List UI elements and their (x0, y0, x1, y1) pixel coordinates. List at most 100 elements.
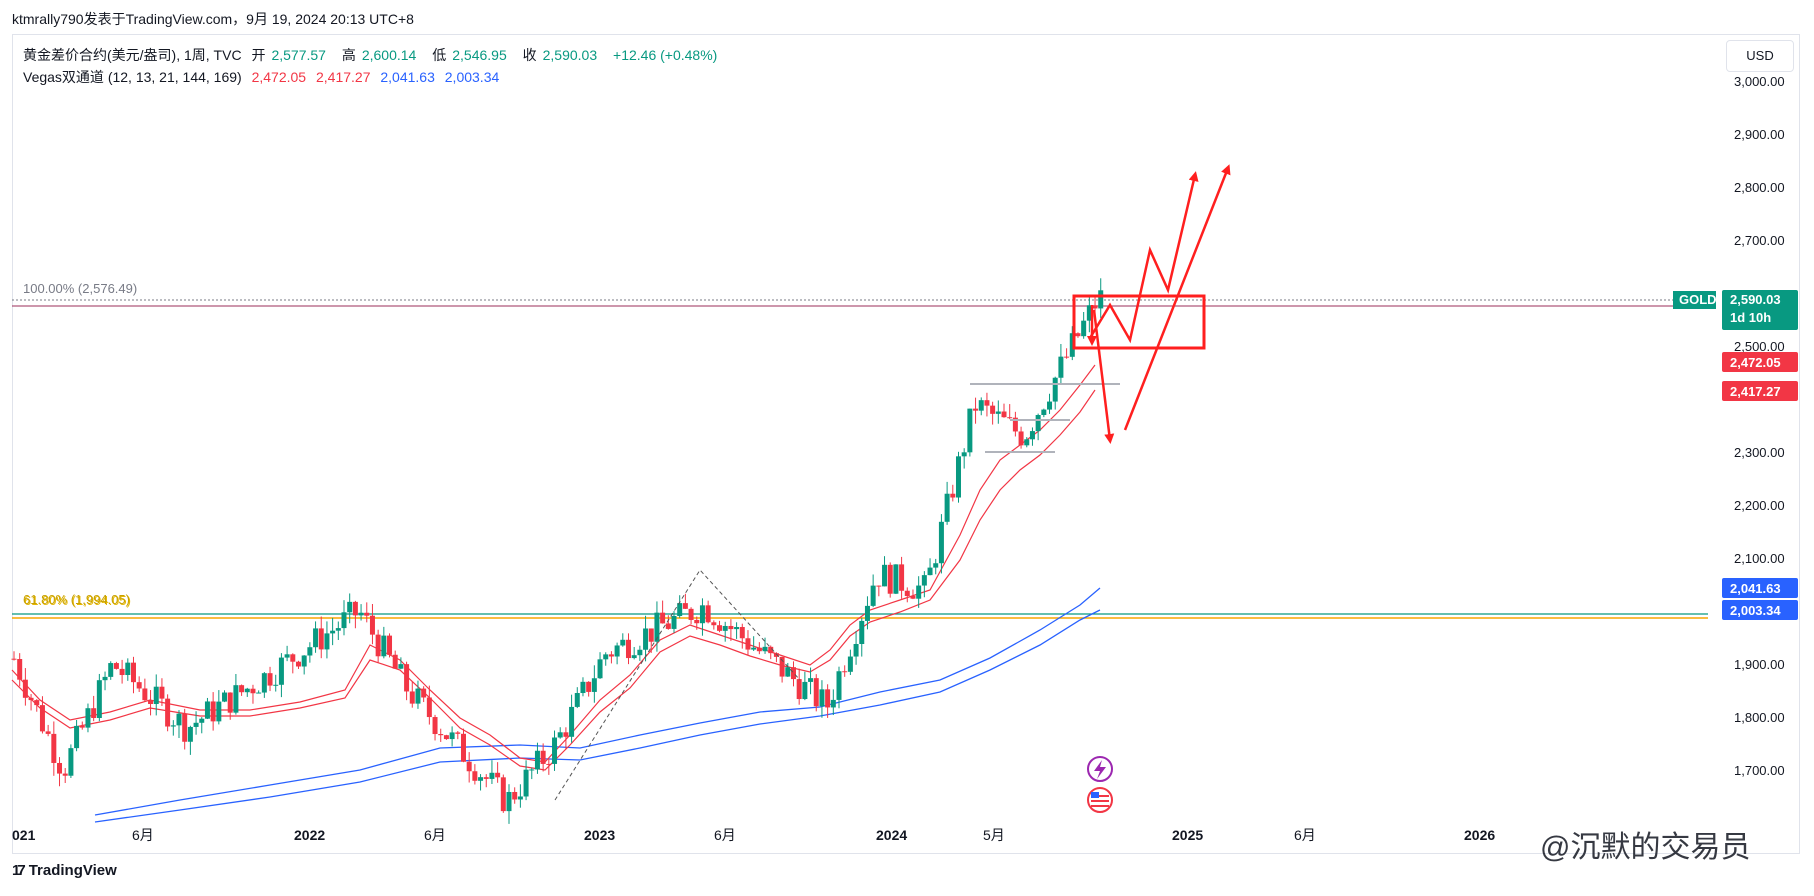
x-tick-label: 6月 (714, 827, 736, 843)
candle (68, 748, 74, 776)
candle (842, 671, 848, 673)
candle (825, 689, 831, 708)
candle (973, 408, 979, 411)
y-tick-label: 1,700.00 (1734, 763, 1785, 778)
candle (882, 564, 888, 587)
indicator-legend-row[interactable]: Vegas双通道 (12, 13, 21, 144, 169) 2,472.05… (23, 66, 723, 88)
candle (153, 686, 159, 705)
candle (478, 777, 484, 781)
chart-legend: 黄金差价合约(美元/盎司), 1周, TVC 开 2,577.57 高 2,600.… (23, 44, 723, 88)
svg-text:2,472.05: 2,472.05 (1730, 355, 1781, 370)
y-tick-label: 2,800.00 (1734, 180, 1785, 195)
candle (130, 662, 136, 683)
candle (330, 630, 336, 634)
tradingview-logo[interactable]: 17 TradingView (12, 862, 117, 879)
candle (779, 656, 785, 677)
candle (950, 493, 956, 498)
symbol-legend-row[interactable]: 黄金差价合约(美元/盎司), 1周, TVC 开 2,577.57 高 2,600.… (23, 44, 723, 66)
candle (808, 678, 814, 682)
fib-618-label: 61.80% (1,994.05) (23, 592, 130, 607)
symbol-title: 黄金差价合约(美元/盎司), 1周, TVC (23, 47, 242, 63)
candle (552, 737, 558, 764)
candle (1069, 333, 1075, 357)
svg-text:GOLD: GOLD (1679, 292, 1717, 307)
candle (756, 647, 762, 652)
candle (597, 659, 603, 679)
fib-100-label: 100.00% (2,576.49) (23, 281, 138, 296)
candle (574, 693, 580, 707)
candle (256, 692, 262, 694)
candle (870, 585, 876, 606)
indicator-value-4: 2,003.34 (444, 69, 500, 85)
candle (426, 697, 432, 718)
indicator-title: Vegas双通道 (12, 13, 21, 144, 169) (23, 69, 242, 85)
candle (938, 521, 944, 564)
candle (517, 796, 523, 800)
candle (785, 667, 791, 677)
candle (489, 772, 495, 779)
candle (483, 777, 489, 779)
candle (159, 686, 165, 699)
candle (415, 688, 421, 704)
candle (1001, 411, 1007, 418)
candle (381, 635, 387, 657)
y-tick-label: 3,000.00 (1734, 74, 1785, 89)
candle (1052, 377, 1058, 402)
y-tick-label: 2,300.00 (1734, 445, 1785, 460)
ema-144-line (94, 587, 1101, 816)
candle (682, 603, 688, 609)
candle (904, 590, 910, 597)
ema-slow-tag-2: 2,003.34 (1722, 600, 1798, 620)
ema-fast-tag-2: 2,417.27 (1722, 381, 1798, 401)
candle (210, 701, 216, 722)
candle (1081, 320, 1087, 337)
y-tick-label: 2,700.00 (1734, 233, 1785, 248)
candle (751, 647, 757, 650)
candle (790, 667, 796, 680)
candle (830, 699, 836, 708)
candle (187, 726, 193, 742)
candle (34, 700, 40, 706)
lightning-event-icon[interactable] (1087, 756, 1113, 782)
candle (557, 732, 563, 738)
candle (96, 680, 102, 719)
author-watermark: @沉默的交易员 (1540, 831, 1751, 864)
candle (495, 772, 501, 778)
x-axis[interactable]: 021 6月 2022 6月 2023 6月 2024 5月 2025 6月 2… (12, 827, 1495, 843)
candle (728, 625, 734, 630)
candle (660, 612, 666, 624)
candle (432, 717, 438, 735)
close-value: 2,590.03 (542, 47, 598, 63)
candle (102, 676, 108, 681)
ema-12-line (11, 364, 1096, 763)
y-axis[interactable]: 3,000.00 2,900.00 2,800.00 2,700.00 2,50… (1734, 74, 1785, 778)
x-tick-label: 6月 (424, 827, 446, 843)
ema-13-line (11, 389, 1096, 771)
candle (148, 700, 154, 705)
candle (1075, 333, 1081, 337)
svg-text:2,417.27: 2,417.27 (1730, 384, 1781, 399)
candle (625, 639, 631, 659)
candle (375, 634, 381, 657)
candle (802, 681, 808, 700)
candle (580, 681, 586, 694)
candle (819, 689, 825, 707)
candle (1035, 414, 1041, 432)
currency-button[interactable]: USD (1726, 40, 1794, 72)
y-tick-label: 2,100.00 (1734, 551, 1785, 566)
candle (176, 713, 182, 726)
candle (608, 654, 614, 657)
candle (745, 638, 751, 650)
candle (933, 563, 939, 568)
candle (1018, 431, 1024, 446)
us-flag-event-icon[interactable] (1087, 787, 1113, 813)
candle (1029, 431, 1035, 440)
candle (227, 692, 233, 713)
publish-info: ktmrally790发表于TradingView.com，9月 19, 202… (12, 11, 414, 27)
candle (11, 658, 17, 660)
candle (1012, 417, 1018, 432)
candle (614, 645, 620, 657)
open-label: 开 (251, 47, 266, 63)
candle (233, 685, 239, 713)
